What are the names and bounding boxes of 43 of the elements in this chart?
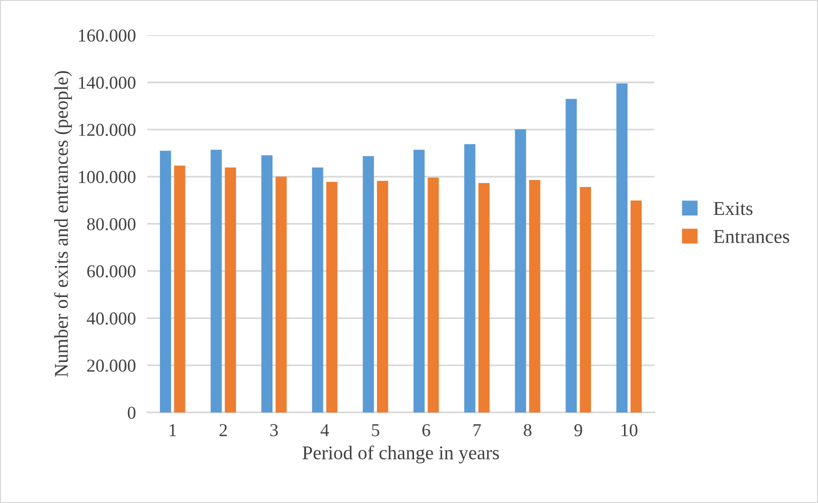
bar xyxy=(160,150,172,412)
y-tick-label: 140.000 xyxy=(79,76,136,89)
legend-label: Exits xyxy=(714,202,752,216)
x-axis-title: Period of change in years xyxy=(302,446,499,464)
bar xyxy=(428,178,439,412)
bar xyxy=(312,167,324,412)
bar xyxy=(174,166,186,412)
y-tick-label: 80.000 xyxy=(87,218,136,230)
y-tick-label: 40.000 xyxy=(86,312,136,325)
y-tick-label: 20.000 xyxy=(87,360,136,372)
bar xyxy=(224,167,236,412)
x-tick-label: 10 xyxy=(622,424,638,436)
x-tick-label: 8 xyxy=(524,424,532,436)
bar xyxy=(261,155,273,412)
x-tick-label: 7 xyxy=(474,424,481,436)
bar xyxy=(580,187,592,412)
bar xyxy=(529,180,540,412)
x-tick-label: 6 xyxy=(422,424,430,436)
bar xyxy=(376,180,388,412)
bar xyxy=(326,182,338,412)
bar xyxy=(414,150,425,412)
y-tick-label: 100.000 xyxy=(79,170,136,184)
bar xyxy=(616,84,628,412)
bar xyxy=(276,176,287,412)
legend-label: Entrances xyxy=(714,230,790,244)
y-tick-label: 60.000 xyxy=(87,265,136,278)
x-tick-label: 3 xyxy=(270,424,278,436)
y-tick-label: 160.000 xyxy=(79,29,136,42)
x-tick-label: 9 xyxy=(574,424,582,436)
bar xyxy=(210,150,222,412)
bar xyxy=(362,156,374,412)
y-tick-label: 0 xyxy=(128,406,136,419)
bar xyxy=(478,183,490,412)
x-tick-label: 2 xyxy=(220,424,227,436)
x-tick-label: 1 xyxy=(170,424,176,436)
bar xyxy=(464,144,476,412)
x-tick-label: 5 xyxy=(372,424,380,436)
bar xyxy=(630,200,642,412)
y-axis-title: Number of exits and entrances (people) xyxy=(54,71,72,377)
bar xyxy=(514,129,526,412)
bar xyxy=(566,98,577,412)
x-tick-label: 4 xyxy=(320,424,329,436)
y-tick-label: 120.000 xyxy=(79,124,136,136)
